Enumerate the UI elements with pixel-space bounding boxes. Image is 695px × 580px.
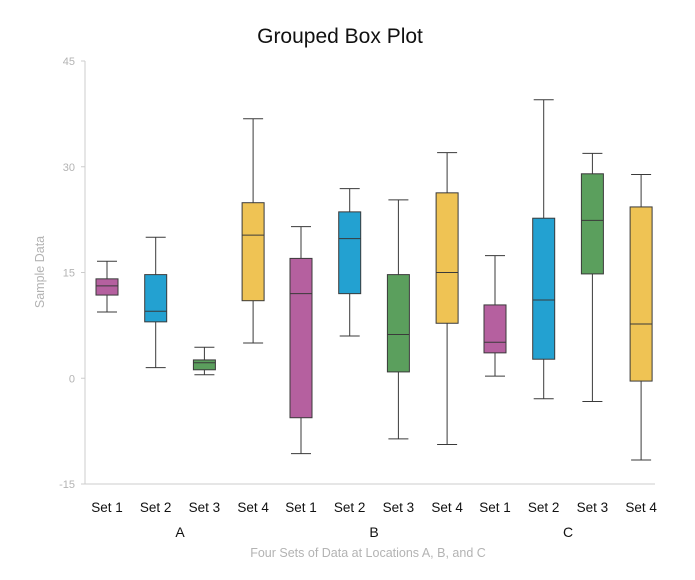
- box-body: [144, 274, 168, 323]
- y-tick-label: -15: [59, 479, 75, 491]
- box-A-set4: [241, 118, 265, 344]
- box-C-set2: [532, 99, 556, 400]
- x-tick-label-set: Set 1: [479, 500, 511, 515]
- x-tick-label-set: Set 1: [285, 500, 317, 515]
- y-tick-label: 30: [63, 162, 75, 174]
- x-tick-label-set: Set 2: [334, 500, 366, 515]
- x-tick-label-set: Set 2: [528, 500, 560, 515]
- x-tick-label-set: Set 4: [237, 500, 269, 515]
- box-body: [580, 173, 604, 275]
- box-body: [95, 278, 119, 296]
- box-body: [338, 211, 362, 295]
- x-tick-label-set: Set 3: [383, 500, 415, 515]
- box-body: [483, 304, 507, 354]
- x-axis-label: Four Sets of Data at Locations A, B, and…: [250, 546, 486, 560]
- box-B-set4: [435, 152, 459, 446]
- box-B-set2: [338, 188, 362, 337]
- box-body: [241, 202, 265, 302]
- x-tick-labels: Set 1 Set 2 Set 3 Set 4 A Set 1 Set 2 Set 3 Set …: [91, 500, 657, 540]
- box-B-set1: [289, 226, 313, 455]
- box-A-set3: [192, 346, 216, 376]
- y-axis-label: Sample Data: [33, 236, 47, 308]
- box-body: [532, 217, 556, 360]
- box-C-set4: [629, 174, 653, 461]
- x-tick-label-set: Set 2: [140, 500, 172, 515]
- box-body: [192, 359, 216, 371]
- group-label: C: [563, 524, 573, 540]
- box-body: [386, 274, 410, 373]
- box-body: [289, 257, 313, 419]
- box-body: [629, 206, 653, 382]
- y-tick-label: 45: [63, 56, 75, 68]
- boxes: [95, 99, 653, 461]
- group-label: A: [175, 524, 185, 540]
- x-tick-label-set: Set 3: [577, 500, 609, 515]
- box-body: [435, 192, 459, 324]
- box-A-set1: [95, 260, 119, 313]
- axes: -15 0 15 30 45: [59, 56, 655, 491]
- x-tick-label-set: Set 3: [189, 500, 221, 515]
- box-B-set3: [386, 199, 410, 440]
- y-tick-label: 15: [63, 268, 75, 280]
- x-tick-label-set: Set 1: [91, 500, 123, 515]
- box-C-set1: [483, 255, 507, 377]
- chart-title: Grouped Box Plot: [257, 25, 423, 48]
- x-tick-label-set: Set 4: [625, 500, 657, 515]
- y-tick-label: 0: [69, 373, 75, 385]
- box-A-set2: [144, 236, 168, 369]
- box-C-set3: [580, 152, 604, 403]
- group-label: B: [369, 524, 378, 540]
- x-tick-label-set: Set 4: [431, 500, 463, 515]
